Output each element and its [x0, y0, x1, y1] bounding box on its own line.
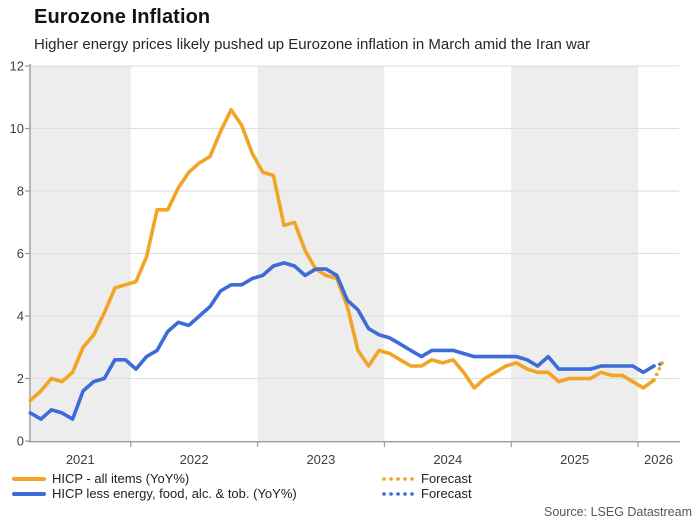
x-tick-label: 2024	[433, 452, 462, 467]
hicp-all-line-swatch-icon	[12, 475, 46, 483]
legend-label: HICP - all items (YoY%)	[52, 471, 190, 486]
x-tick-label: 2022	[180, 452, 209, 467]
source-attribution: Source: LSEG Datastream	[544, 505, 692, 519]
x-tick-label: 2026	[644, 452, 673, 467]
hicp-core-forecast-dotted	[652, 361, 667, 368]
y-tick-label: 4	[17, 309, 24, 324]
chart-canvas: 0 2 4 6 8 10 12 2021 2022 2023 2024 2025 2026	[10, 59, 680, 467]
legend-item-forecast-hicp-all: Forecast	[381, 471, 684, 486]
forecast-dotted-swatch-orange-icon	[381, 475, 416, 483]
hicp-all-items-line	[28, 108, 656, 403]
hicp-all-forecast-dotted	[652, 356, 667, 382]
page-title: Eurozone Inflation	[34, 6, 211, 28]
y-tick-label: 2	[17, 371, 24, 386]
forecast-dotted-swatch-blue-icon	[381, 490, 416, 498]
y-tick-label: 10	[10, 121, 24, 136]
legend-label: HICP less energy, food, alc. & tob. (YoY…	[52, 486, 297, 501]
y-tick-label: 0	[17, 434, 24, 449]
x-tick-label: 2025	[560, 452, 589, 467]
hicp-core-line	[28, 261, 656, 421]
legend-label: Forecast	[421, 486, 472, 501]
legend-label: Forecast	[421, 471, 472, 486]
legend-item-hicp-core: HICP less energy, food, alc. & tob. (YoY…	[12, 486, 381, 501]
y-tick-label: 6	[17, 246, 24, 261]
legend: HICP - all items (YoY%) HICP less energy…	[12, 471, 684, 501]
x-tick-label: 2021	[66, 452, 95, 467]
hicp-core-line-swatch-icon	[12, 490, 46, 498]
y-tick-label: 12	[10, 59, 24, 74]
legend-item-forecast-hicp-core: Forecast	[381, 486, 684, 501]
legend-item-hicp-all: HICP - all items (YoY%)	[12, 471, 381, 486]
page-subtitle: Higher energy prices likely pushed up Eu…	[34, 36, 591, 53]
x-tick-label: 2023	[306, 452, 335, 467]
y-tick-label: 8	[17, 184, 24, 199]
